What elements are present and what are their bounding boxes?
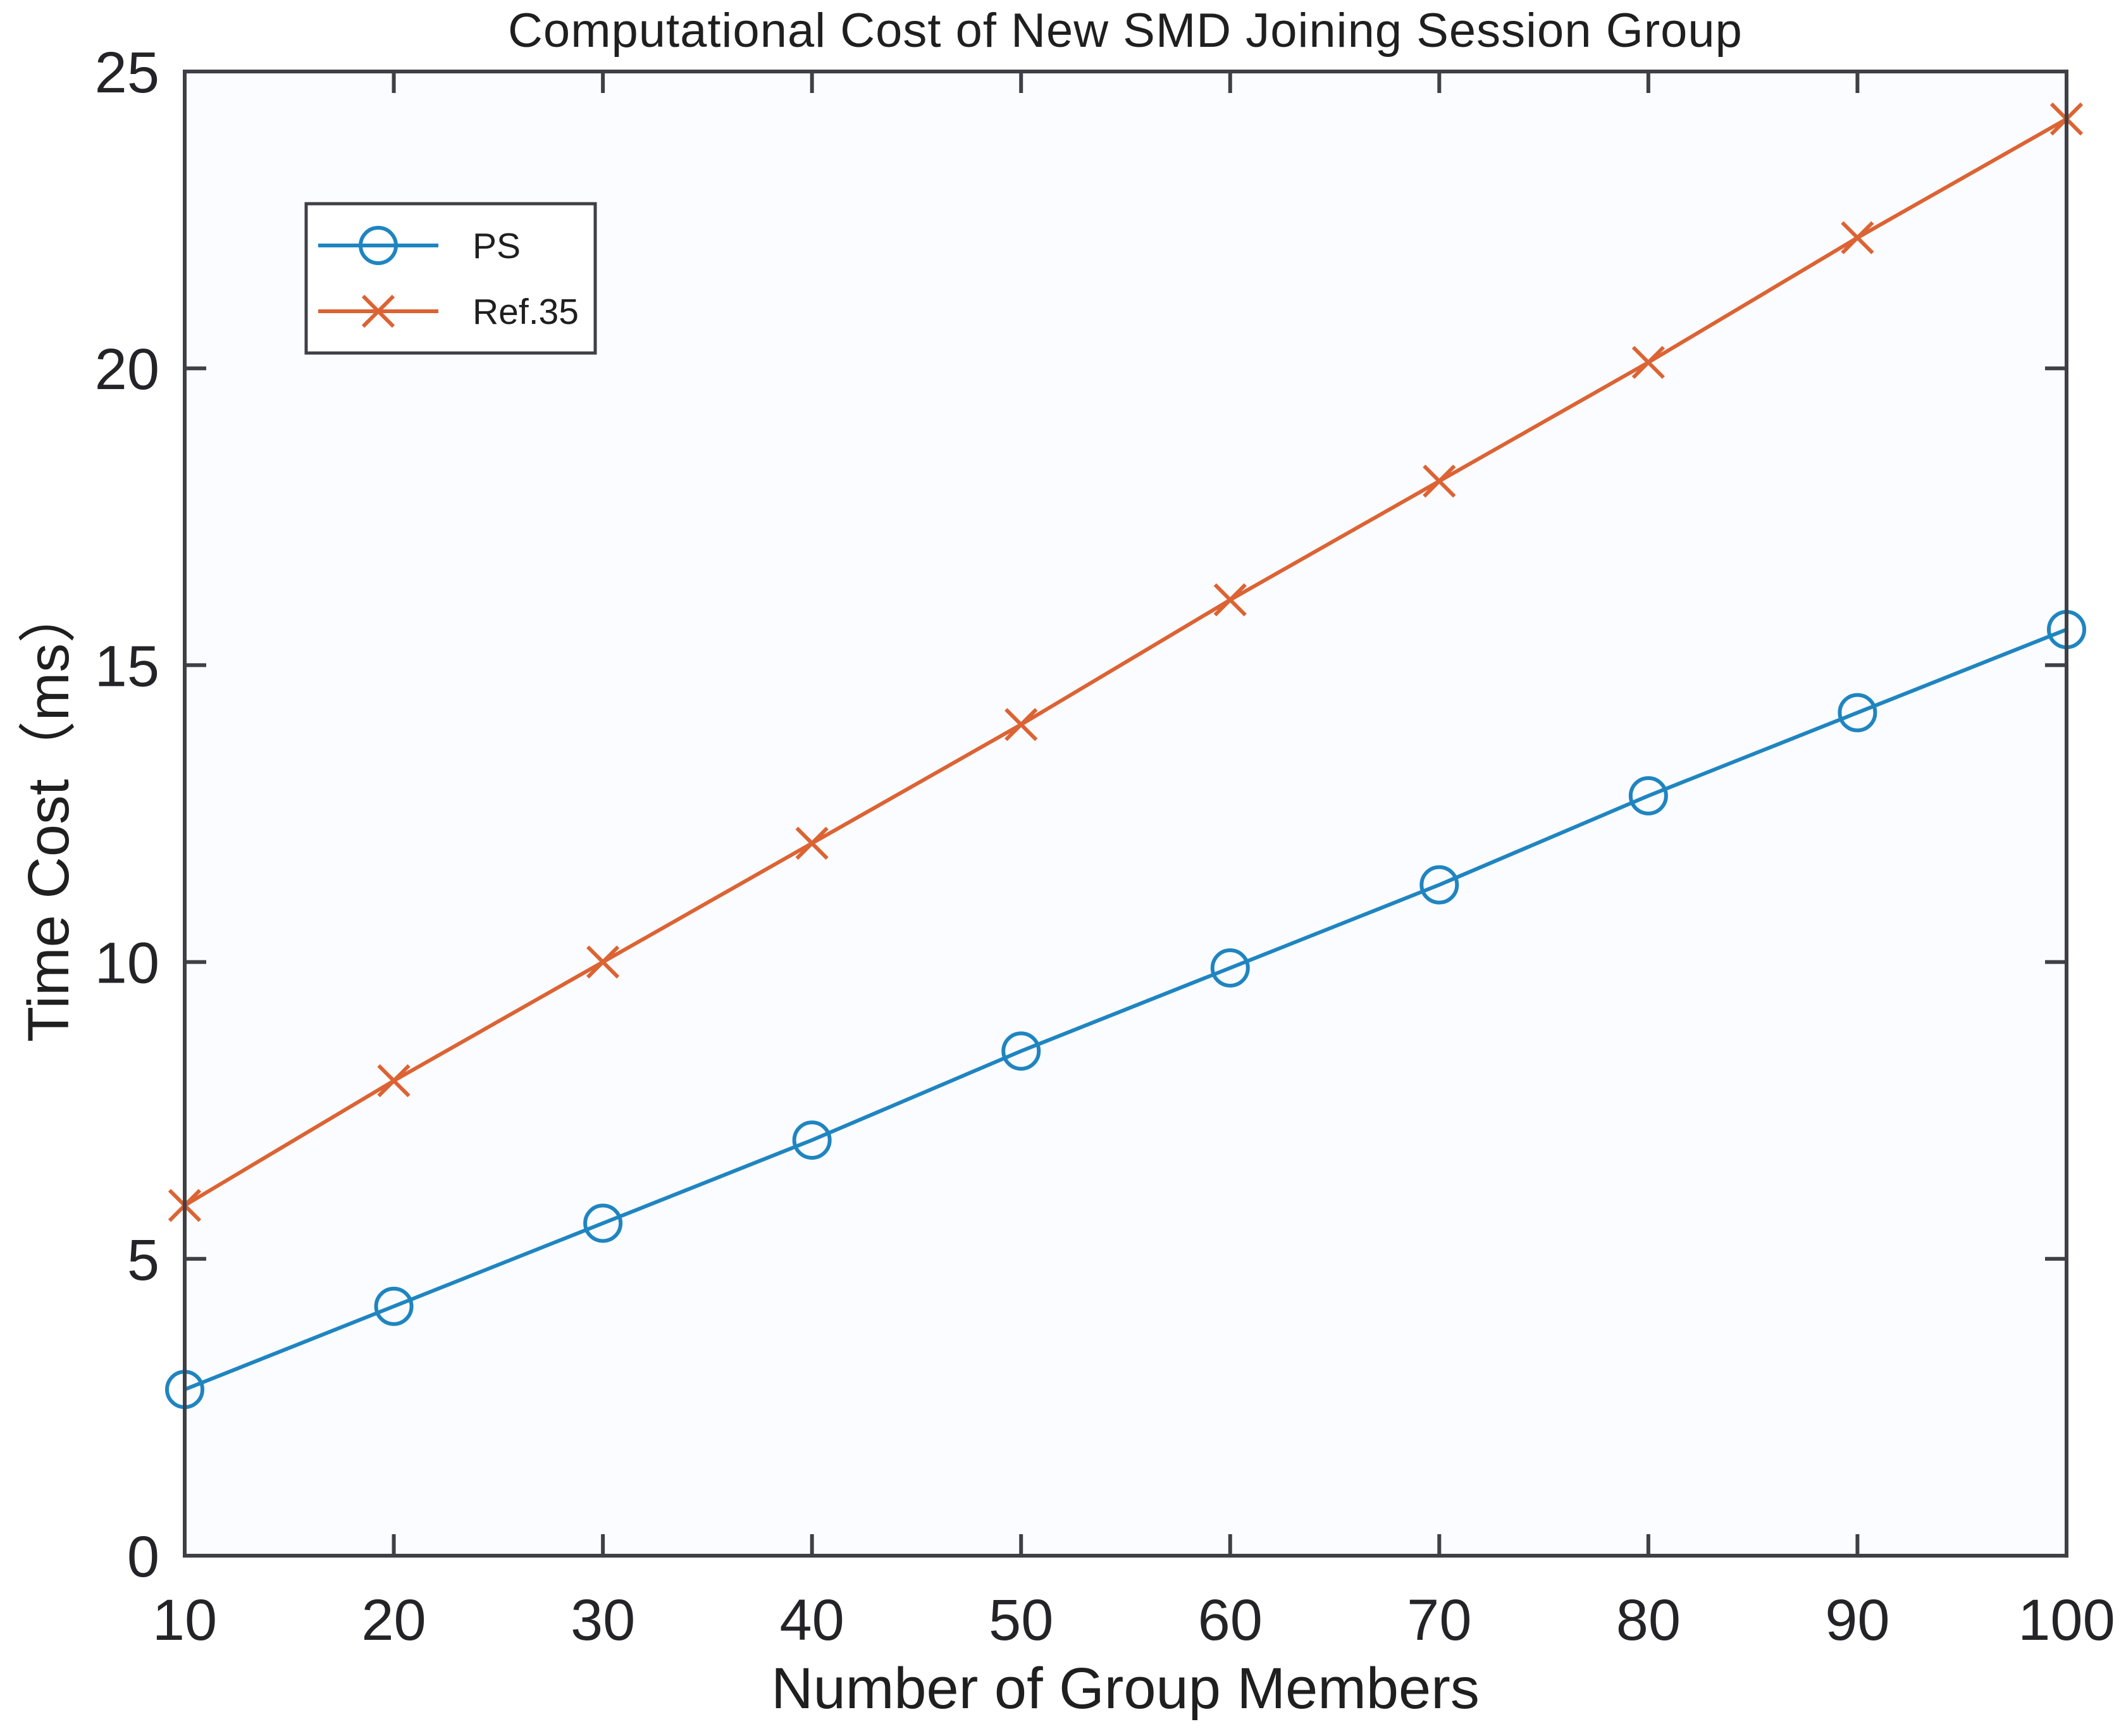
legend-label: Ref.35: [473, 292, 579, 332]
axes-box: [183, 70, 2068, 1558]
x-tick-label: 80: [1616, 1588, 1681, 1652]
x-axis-label: Number of Group Members: [771, 1656, 1480, 1721]
y-tick-label: 20: [95, 337, 159, 402]
x-marker: [361, 294, 395, 328]
legend: PS Ref.35: [304, 202, 597, 355]
axis-ticks: 10 20 30 40 50 60 70 80 90 100 0 5 10 15 20 25: [95, 40, 2115, 1652]
x-marker: [795, 826, 829, 860]
x-tick-label: 90: [1825, 1588, 1889, 1652]
circle-marker: [1210, 948, 1250, 988]
series-line: [183, 117, 2068, 1207]
series-ps: [165, 610, 2086, 1410]
x-tick-label: 20: [361, 1588, 426, 1652]
circle-marker: [1838, 693, 1877, 733]
circle-marker: [1001, 1031, 1041, 1071]
x-tick-label: 10: [152, 1588, 217, 1652]
data-series: [165, 102, 2086, 1410]
x-marker: [586, 945, 620, 979]
circle-marker: [374, 1286, 414, 1326]
x-tick-label: 100: [2018, 1588, 2115, 1652]
x-tick-label: 70: [1407, 1588, 1471, 1652]
x-marker: [1423, 464, 1456, 498]
circle-marker: [792, 1120, 832, 1160]
x-marker: [1841, 221, 1874, 254]
y-tick-label: 10: [95, 931, 159, 996]
y-tick-label: 25: [95, 40, 159, 105]
circle-marker: [359, 226, 398, 265]
y-tick-label: 0: [127, 1525, 159, 1589]
x-tick-label: 50: [989, 1588, 1053, 1652]
x-marker: [377, 1064, 411, 1098]
circle-marker: [1628, 776, 1668, 815]
series-ref-35: [168, 102, 2084, 1222]
y-axis-label: Time Cost（ms）: [16, 585, 81, 1042]
y-tick-label: 15: [95, 634, 159, 698]
circle-marker: [583, 1203, 623, 1243]
x-marker: [1004, 708, 1038, 741]
x-marker: [1213, 583, 1247, 617]
circle-marker: [1419, 865, 1459, 905]
x-marker: [1631, 345, 1666, 379]
y-tick-label: 5: [127, 1228, 159, 1293]
legend-box: [304, 202, 597, 355]
x-tick-label: 60: [1198, 1588, 1263, 1652]
series-line: [183, 628, 2068, 1392]
x-tick-label: 30: [571, 1588, 635, 1652]
x-tick-label: 40: [779, 1588, 844, 1652]
chart-title: Computational Cost of New SMD Joining Se…: [508, 4, 1743, 58]
legend-label: PS: [473, 226, 521, 266]
